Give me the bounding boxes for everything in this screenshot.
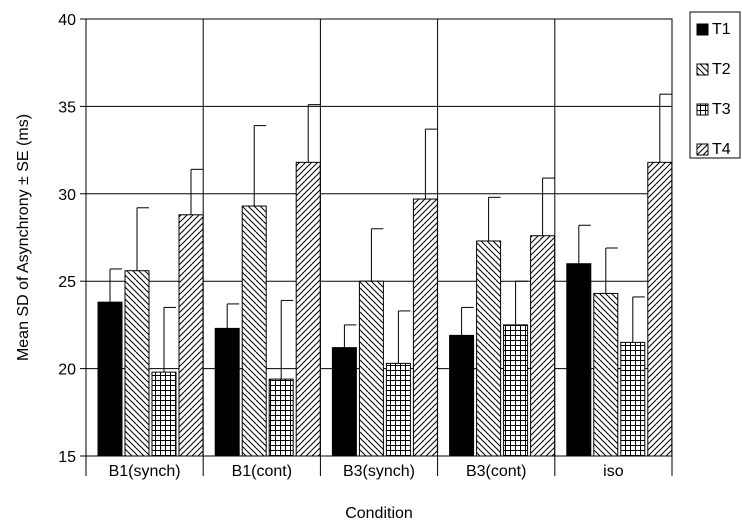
bar-t2-1 bbox=[241, 205, 267, 457]
y-tick-label: 15 bbox=[58, 449, 76, 466]
bar-t3-3 bbox=[503, 324, 529, 457]
bar-t4-4 bbox=[647, 161, 673, 457]
bar-t3-2 bbox=[385, 362, 411, 457]
bar-t2-0 bbox=[124, 270, 150, 457]
error-bars bbox=[109, 93, 672, 380]
axes bbox=[85, 18, 673, 457]
bar-t4-2 bbox=[412, 198, 438, 457]
bar-t3-1 bbox=[268, 378, 294, 457]
y-ticks: 15 20 25 30 35 40 bbox=[58, 12, 86, 466]
x-tick-label: B1(synch) bbox=[109, 463, 181, 480]
legend-label-t1: T1 bbox=[712, 21, 731, 38]
bar-t1-0 bbox=[97, 301, 123, 457]
legend-swatch-t4 bbox=[696, 143, 709, 156]
legend-swatch-t1 bbox=[696, 23, 709, 36]
legend-label-t4: T4 bbox=[712, 141, 731, 158]
legend-label-t3: T3 bbox=[712, 101, 731, 118]
plot-frame bbox=[85, 18, 673, 457]
x-axis-title: Condition bbox=[345, 505, 413, 522]
bar-t1-1 bbox=[214, 327, 240, 457]
y-tick-label: 40 bbox=[58, 12, 76, 29]
bar-t2-4 bbox=[593, 292, 619, 457]
bar-t4-1 bbox=[295, 161, 321, 457]
bar-t2-3 bbox=[476, 240, 502, 457]
x-ticks: B1(synch) B1(cont) B3(synch) B3(cont) iso bbox=[85, 456, 673, 480]
y-tick-label: 35 bbox=[58, 99, 76, 116]
x-tick-label: iso bbox=[603, 463, 624, 480]
x-tick-label: B3(synch) bbox=[343, 463, 415, 480]
bar-t4-3 bbox=[530, 235, 556, 457]
bar-t4-0 bbox=[178, 214, 204, 457]
legend-swatch-t3 bbox=[696, 103, 709, 116]
bar-t3-0 bbox=[151, 371, 177, 457]
bar-t3-4 bbox=[620, 341, 646, 457]
legend-label-t2: T2 bbox=[712, 61, 731, 78]
bar-t1-4 bbox=[566, 263, 592, 457]
bars bbox=[97, 161, 673, 457]
bar-t1-3 bbox=[449, 334, 475, 457]
y-tick-label: 25 bbox=[58, 274, 76, 291]
x-tick-label: B3(cont) bbox=[466, 463, 526, 480]
legend-box bbox=[689, 11, 741, 159]
bar-t1-2 bbox=[331, 347, 357, 457]
bar-t2-2 bbox=[358, 280, 384, 457]
y-tick-label: 20 bbox=[58, 362, 76, 379]
legend: T1 T2 T3 T4 bbox=[689, 11, 741, 159]
y-axis-title: Mean SD of Asynchrony ± SE (ms) bbox=[15, 114, 32, 361]
y-tick-label: 30 bbox=[58, 187, 76, 204]
x-tick-label: B1(cont) bbox=[232, 463, 292, 480]
legend-swatch-t2 bbox=[696, 63, 709, 76]
